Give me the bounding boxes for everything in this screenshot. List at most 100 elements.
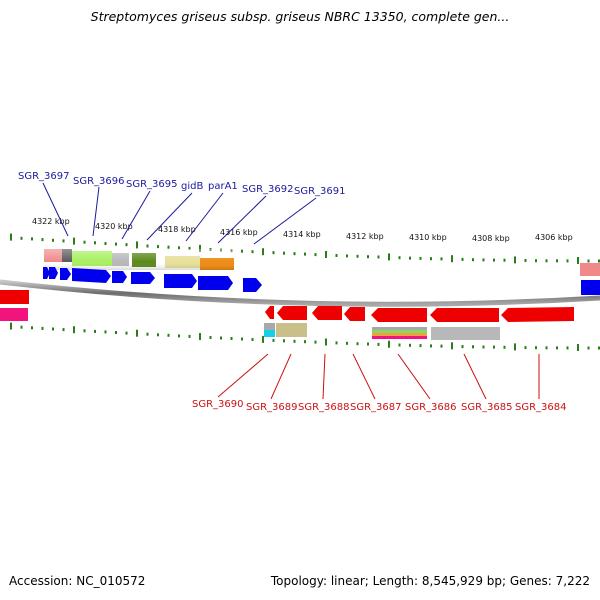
scale-tick bbox=[524, 259, 527, 262]
scale-tick bbox=[283, 251, 285, 255]
scale-tick bbox=[262, 335, 264, 343]
feature-bar bbox=[372, 333, 427, 336]
scale-tick bbox=[241, 337, 243, 341]
scale-tick bbox=[125, 243, 128, 247]
scale-tick bbox=[482, 258, 485, 262]
gene-arrow bbox=[371, 308, 427, 322]
scale-tick bbox=[31, 326, 33, 330]
scale-tick bbox=[83, 240, 86, 244]
gene-arrow bbox=[312, 306, 342, 320]
scale-tick bbox=[493, 345, 495, 349]
scale-tick bbox=[31, 237, 33, 241]
scale-tick bbox=[409, 256, 411, 260]
scale-tick bbox=[62, 239, 65, 243]
scale-tick bbox=[199, 244, 201, 252]
scale-tick bbox=[377, 342, 380, 346]
feature-bar bbox=[264, 323, 275, 330]
gene-label[interactable]: SGR_3684 bbox=[515, 402, 567, 413]
gene-label[interactable]: SGR_3688 bbox=[298, 402, 350, 413]
feature-bar bbox=[372, 336, 427, 339]
scale-label: 4310 kbp bbox=[409, 233, 447, 242]
scale-tick bbox=[104, 242, 107, 245]
scale-ruler-top bbox=[10, 233, 600, 264]
scale-tick bbox=[83, 329, 86, 333]
scale-tick bbox=[335, 341, 338, 345]
gene-arrow bbox=[112, 271, 127, 283]
scale-tick bbox=[587, 346, 590, 350]
scale-label: 4308 kbp bbox=[472, 234, 510, 243]
scale-tick bbox=[178, 334, 180, 338]
top-gene-labels[interactable]: SGR_3697 SGR_3696 SGR_3695 gidB parA1 SG… bbox=[18, 171, 346, 245]
scale-tick bbox=[209, 336, 212, 339]
scale-tick bbox=[398, 256, 401, 260]
scale-tick bbox=[325, 251, 327, 258]
scale-tick bbox=[188, 334, 191, 338]
feature-bar bbox=[0, 308, 28, 321]
scale-tick bbox=[20, 325, 23, 329]
scale-tick bbox=[262, 248, 264, 256]
scale-tick bbox=[514, 256, 516, 264]
scale-tick bbox=[377, 255, 380, 259]
gene-label[interactable]: SGR_3696 bbox=[73, 176, 125, 187]
scale-tick bbox=[566, 259, 569, 263]
scale-tick bbox=[535, 259, 537, 263]
gene-arrow bbox=[0, 290, 29, 304]
scale-tick bbox=[356, 254, 359, 258]
gene-label[interactable]: SGR_3687 bbox=[350, 402, 402, 413]
feature-bar bbox=[264, 330, 275, 337]
scale-tick bbox=[388, 340, 390, 348]
scale-label: 4312 kbp bbox=[346, 232, 384, 241]
gene-label[interactable]: SGR_3686 bbox=[405, 402, 457, 413]
scale-tick bbox=[167, 333, 170, 337]
scale-tick bbox=[461, 257, 464, 261]
chromosome-backbone bbox=[0, 279, 600, 307]
scale-ruler-bottom bbox=[10, 322, 600, 351]
scale-tick bbox=[251, 338, 254, 341]
scale-tick bbox=[125, 331, 128, 335]
gene-arrow bbox=[131, 272, 155, 284]
scale-tick bbox=[388, 253, 390, 261]
scale-tick bbox=[472, 258, 474, 262]
gene-label[interactable]: SGR_3695 bbox=[126, 179, 178, 190]
scale-tick bbox=[556, 259, 558, 263]
scale-tick bbox=[472, 345, 474, 349]
scale-label: 4306 kbp bbox=[535, 233, 573, 242]
scale-tick bbox=[157, 245, 159, 249]
scale-tick bbox=[272, 338, 275, 342]
gene-label[interactable]: SGR_3691 bbox=[294, 186, 346, 197]
scale-tick bbox=[73, 326, 75, 334]
forward-strand-genes[interactable] bbox=[43, 267, 600, 295]
scale-tick bbox=[451, 342, 453, 350]
gene-label[interactable]: SGR_3685 bbox=[461, 402, 513, 413]
scale-tick bbox=[451, 255, 453, 263]
gene-label[interactable]: parA1 bbox=[208, 181, 238, 192]
reverse-strand-genes[interactable] bbox=[0, 290, 574, 322]
gene-arrow bbox=[60, 268, 71, 280]
scale-label: 4316 kbp bbox=[220, 228, 258, 237]
scale-tick bbox=[335, 254, 338, 257]
scale-tick bbox=[367, 255, 369, 259]
gene-arrow bbox=[277, 306, 307, 320]
gene-label[interactable]: SGR_3692 bbox=[242, 184, 294, 195]
scale-tick bbox=[598, 259, 600, 263]
bottom-gene-labels[interactable]: SGR_3690 SGR_3689 SGR_3688 SGR_3687 SGR_… bbox=[192, 353, 567, 413]
gene-arrow bbox=[243, 278, 262, 292]
scale-tick bbox=[409, 343, 411, 347]
scale-tick bbox=[293, 252, 296, 256]
scale-tick bbox=[587, 259, 590, 263]
scale-tick bbox=[440, 344, 443, 348]
scale-tick bbox=[577, 257, 579, 264]
scale-tick bbox=[52, 327, 54, 331]
map-title: Streptomyces griseus subsp. griseus NBRC… bbox=[90, 9, 510, 24]
scale-tick bbox=[304, 252, 306, 256]
scale-tick bbox=[10, 322, 12, 330]
scale-tick bbox=[503, 258, 506, 262]
scale-tick bbox=[314, 340, 317, 344]
gene-label[interactable]: SGR_3697 bbox=[18, 171, 70, 182]
scale-tick bbox=[188, 246, 191, 250]
feature-bar bbox=[372, 327, 427, 330]
gene-label[interactable]: SGR_3689 bbox=[246, 402, 298, 413]
gene-label[interactable]: SGR_3690 bbox=[192, 399, 244, 410]
gene-label[interactable]: gidB bbox=[181, 181, 203, 192]
